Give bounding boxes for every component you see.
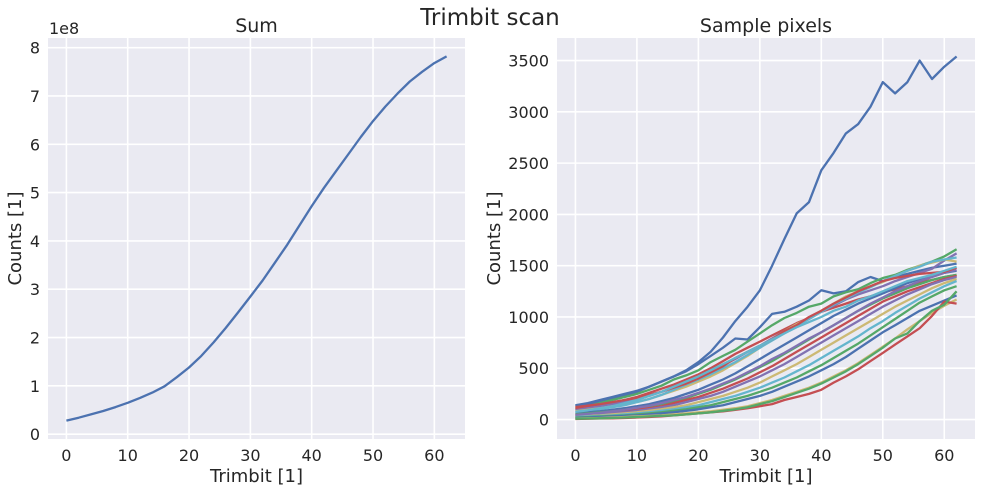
y-tick-label: 8 xyxy=(30,39,40,58)
y-tick-label: 3500 xyxy=(508,52,549,71)
y-tick-label: 1 xyxy=(30,377,40,396)
x-tick-label: 20 xyxy=(179,446,199,465)
sample-pixels-x-axis-label: Trimbit [1] xyxy=(719,466,813,487)
x-tick-label: 60 xyxy=(934,446,954,465)
sample-pixels-tick-labels: 0 10 20 30 40 50 60 0 500 1000 1500 2000 2500 3000 350… xyxy=(508,52,954,465)
y-tick-label: 1000 xyxy=(508,308,549,327)
sum-plot-title: Sum xyxy=(235,15,278,37)
y-tick-label: 3 xyxy=(30,280,40,299)
sample-pixels-plot-title: Sample pixels xyxy=(700,15,832,37)
sum-y-axis-label: Counts [1] xyxy=(5,191,26,285)
y-tick-label: 7 xyxy=(30,87,40,106)
y-tick-label: 500 xyxy=(518,359,549,378)
series-line xyxy=(575,248,958,410)
series-line xyxy=(575,268,957,417)
sum-tick-labels: 0 10 20 30 40 50 60 0 1 2 3 4 5 6 7 8 xyxy=(30,39,445,465)
y-tick-label: 5 xyxy=(30,184,40,203)
x-tick-label: 50 xyxy=(363,446,383,465)
y-tick-label: 1500 xyxy=(508,257,549,276)
figure-title: Trimbit scan xyxy=(419,5,560,31)
y-tick-label: 0 xyxy=(30,425,40,444)
x-tick-label: 10 xyxy=(118,446,138,465)
x-tick-label: 40 xyxy=(302,446,322,465)
x-tick-label: 0 xyxy=(570,446,580,465)
sample-pixels-y-axis-label: Counts [1] xyxy=(484,191,505,285)
series-line xyxy=(575,269,957,415)
sample-pixels-plot: 0 10 20 30 40 50 60 0 500 1000 1500 2000 2500 3000 350… xyxy=(484,15,975,487)
sum-y-offset-label: 1e8 xyxy=(49,19,79,38)
y-tick-label: 4 xyxy=(30,232,40,251)
y-tick-label: 2500 xyxy=(508,154,549,173)
x-tick-label: 30 xyxy=(750,446,770,465)
y-tick-label: 6 xyxy=(30,135,40,154)
series-line xyxy=(575,275,957,418)
sum-x-axis-label: Trimbit [1] xyxy=(209,466,303,487)
series-line xyxy=(575,290,958,420)
x-tick-label: 40 xyxy=(811,446,831,465)
y-tick-label: 0 xyxy=(539,411,549,430)
sum-lines xyxy=(66,55,448,422)
series-line xyxy=(66,55,448,422)
sum-plot-area xyxy=(48,38,465,439)
x-tick-label: 20 xyxy=(688,446,708,465)
sum-grid xyxy=(48,38,465,439)
x-tick-label: 30 xyxy=(240,446,260,465)
x-tick-label: 50 xyxy=(873,446,893,465)
y-tick-label: 2 xyxy=(30,329,40,348)
sample-pixels-grid xyxy=(557,38,975,439)
series-line xyxy=(575,256,957,414)
series-line xyxy=(575,277,957,418)
x-tick-label: 60 xyxy=(424,446,444,465)
sum-plot: 0 10 20 30 40 50 60 0 1 2 3 4 5 6 7 8 Sum Trimbit [1] C… xyxy=(5,15,465,487)
y-tick-label: 2000 xyxy=(508,205,549,224)
series-line xyxy=(575,265,957,413)
x-tick-label: 10 xyxy=(627,446,647,465)
sample-pixels-lines xyxy=(575,55,958,421)
y-tick-label: 3000 xyxy=(508,103,549,122)
x-tick-label: 0 xyxy=(61,446,71,465)
